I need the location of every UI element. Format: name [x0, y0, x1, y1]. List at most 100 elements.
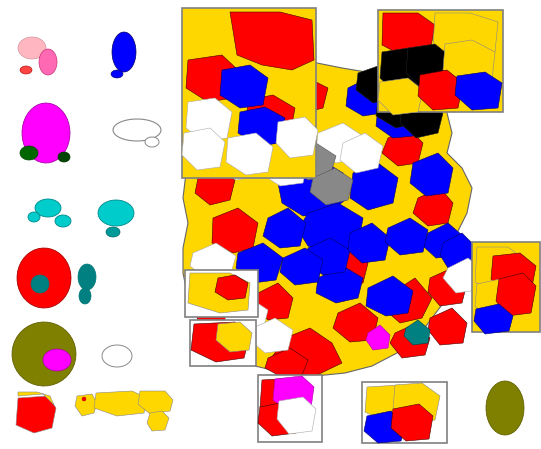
Polygon shape: [350, 163, 398, 210]
Polygon shape: [111, 70, 123, 78]
Polygon shape: [423, 223, 463, 258]
Polygon shape: [98, 200, 134, 226]
Bar: [258, 375, 322, 442]
Polygon shape: [79, 288, 91, 304]
Polygon shape: [22, 103, 70, 163]
Polygon shape: [306, 238, 350, 275]
Polygon shape: [440, 233, 475, 268]
Polygon shape: [276, 117, 318, 158]
Polygon shape: [310, 168, 353, 205]
Bar: [190, 320, 256, 366]
Polygon shape: [195, 168, 235, 205]
Polygon shape: [190, 243, 236, 280]
Polygon shape: [20, 66, 32, 74]
Polygon shape: [316, 266, 363, 303]
Polygon shape: [268, 328, 342, 376]
Polygon shape: [298, 203, 363, 253]
Polygon shape: [138, 391, 173, 414]
Polygon shape: [376, 88, 422, 128]
Polygon shape: [356, 66, 398, 103]
Polygon shape: [225, 298, 268, 333]
Polygon shape: [43, 349, 71, 371]
Polygon shape: [413, 188, 453, 226]
Polygon shape: [82, 397, 86, 401]
Polygon shape: [474, 304, 513, 334]
Polygon shape: [191, 322, 250, 362]
Polygon shape: [31, 275, 49, 293]
Polygon shape: [475, 247, 525, 295]
Polygon shape: [20, 146, 38, 160]
Polygon shape: [382, 128, 423, 166]
Polygon shape: [253, 283, 293, 320]
Polygon shape: [188, 278, 242, 340]
Polygon shape: [250, 318, 293, 353]
Polygon shape: [420, 75, 460, 112]
Polygon shape: [443, 40, 495, 83]
Polygon shape: [282, 78, 328, 113]
Polygon shape: [183, 62, 472, 376]
Polygon shape: [391, 404, 433, 441]
Polygon shape: [113, 119, 161, 141]
Polygon shape: [78, 264, 96, 290]
Polygon shape: [393, 383, 440, 422]
Polygon shape: [486, 381, 524, 435]
Polygon shape: [433, 13, 498, 57]
Polygon shape: [236, 243, 283, 283]
Polygon shape: [406, 44, 452, 88]
Polygon shape: [263, 208, 306, 248]
Polygon shape: [346, 78, 388, 116]
Polygon shape: [94, 391, 147, 416]
Polygon shape: [366, 325, 390, 350]
Bar: [472, 242, 540, 332]
Polygon shape: [378, 78, 423, 115]
Bar: [378, 10, 503, 112]
Polygon shape: [455, 72, 502, 110]
Polygon shape: [328, 248, 368, 286]
Polygon shape: [186, 98, 232, 142]
Polygon shape: [280, 248, 323, 285]
Polygon shape: [145, 137, 159, 147]
Polygon shape: [316, 123, 363, 163]
Polygon shape: [410, 153, 453, 196]
Polygon shape: [383, 278, 432, 323]
Polygon shape: [238, 107, 285, 146]
Polygon shape: [258, 402, 300, 436]
Polygon shape: [380, 48, 425, 92]
Polygon shape: [186, 55, 238, 102]
Polygon shape: [278, 158, 348, 216]
Polygon shape: [106, 227, 120, 237]
Polygon shape: [475, 279, 516, 319]
Polygon shape: [35, 199, 61, 217]
Polygon shape: [212, 208, 258, 253]
Polygon shape: [18, 37, 46, 59]
Polygon shape: [290, 143, 336, 180]
Polygon shape: [496, 273, 536, 316]
Polygon shape: [28, 212, 40, 222]
Polygon shape: [364, 411, 406, 443]
Polygon shape: [348, 223, 390, 263]
Polygon shape: [273, 376, 314, 412]
Polygon shape: [216, 322, 252, 352]
Polygon shape: [265, 348, 308, 375]
Polygon shape: [215, 275, 248, 300]
Polygon shape: [18, 392, 54, 405]
Polygon shape: [428, 268, 467, 306]
Polygon shape: [418, 70, 463, 110]
Polygon shape: [277, 397, 316, 434]
Polygon shape: [443, 258, 483, 293]
Polygon shape: [147, 411, 169, 431]
Polygon shape: [365, 385, 415, 423]
Polygon shape: [260, 378, 312, 420]
Polygon shape: [428, 308, 467, 345]
Bar: [362, 382, 447, 443]
Polygon shape: [39, 49, 57, 75]
Polygon shape: [404, 320, 430, 345]
Polygon shape: [17, 248, 71, 308]
Polygon shape: [216, 143, 263, 180]
Polygon shape: [366, 276, 413, 316]
Polygon shape: [376, 98, 418, 138]
Polygon shape: [102, 345, 132, 367]
Polygon shape: [16, 396, 56, 433]
Bar: [182, 8, 316, 178]
Polygon shape: [333, 303, 378, 342]
